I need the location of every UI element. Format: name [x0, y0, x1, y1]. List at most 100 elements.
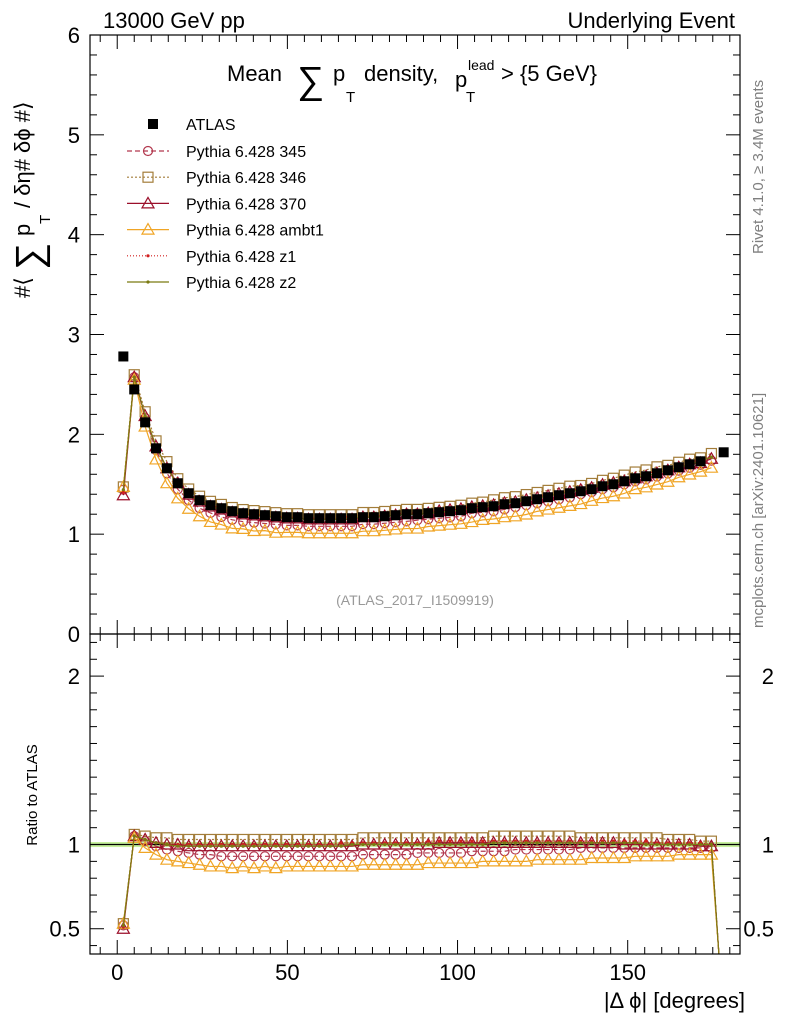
series-5-ratio-point	[568, 841, 572, 845]
series-3-main-point	[127, 372, 142, 385]
atlas-point	[205, 500, 216, 511]
series-5-ratio-point	[579, 841, 583, 845]
series-3-ratio-point	[214, 859, 229, 872]
legend-atlas-marker	[148, 119, 158, 129]
atlas-point	[718, 447, 729, 458]
y-tick-label: 5	[68, 123, 80, 148]
series-3-main-point	[268, 525, 283, 538]
title-sup-lead: lead	[468, 57, 494, 73]
series-3-ratio-point	[170, 854, 185, 867]
series-3-main-point	[388, 522, 403, 535]
series-2-ratio-point	[693, 839, 708, 852]
series-3-ratio-point	[443, 855, 458, 869]
series-1-ratio-point	[335, 833, 347, 846]
series-3-main-point	[148, 452, 164, 465]
x-tick-label: 100	[439, 960, 476, 985]
series-3-ratio-point	[486, 854, 501, 867]
atlas-point	[183, 488, 194, 499]
atlas-point	[477, 502, 488, 513]
series-2-ratio-point	[181, 839, 196, 852]
series-5-ratio-point	[219, 844, 223, 848]
atlas-point	[161, 463, 172, 474]
series-3-ratio-point	[192, 857, 207, 870]
series-5-ratio-point	[121, 923, 125, 927]
chart-title: Mean ∑ p T density, p lead T > {5 GeV}	[227, 57, 597, 106]
series-3-ratio-point	[236, 859, 251, 872]
series-2-ratio-point	[203, 839, 218, 852]
series-2-main-point	[116, 488, 131, 501]
series-3-main-point	[649, 477, 664, 490]
series-3-main-line	[122, 379, 712, 534]
series-5-ratio-point	[437, 842, 441, 847]
x-axis-label: |Δ ϕ| [degrees]	[604, 988, 745, 1013]
atlas-point	[510, 498, 521, 509]
series-3-main-point	[628, 481, 643, 495]
series-3-main-point	[497, 509, 512, 523]
series-3-main-point	[682, 467, 697, 480]
series-5-main-point	[709, 455, 714, 459]
series-3-ratio-point	[421, 855, 436, 869]
ylabel-hash: #⟨	[10, 277, 35, 298]
series-2-ratio-point	[573, 835, 588, 848]
ratio-y-tick-label-right: 1	[762, 833, 774, 858]
legend-label-2: Pythia 6.428 370	[186, 196, 306, 213]
series-3-main-point	[355, 524, 370, 537]
legend-marker-0	[142, 145, 154, 157]
series-5-ratio-point	[404, 842, 409, 847]
series-3-main-point	[214, 517, 229, 530]
atlas-point	[227, 506, 238, 517]
series-5-ratio-point	[372, 842, 376, 847]
y-tick-label: 4	[68, 223, 80, 248]
series-3-ratio-point	[671, 847, 686, 860]
series-3-ratio-point	[551, 852, 566, 865]
series-2-ratio-point	[236, 839, 251, 852]
analysis-watermark: (ATLAS_2017_I1509919)	[336, 592, 494, 608]
series-5-ratio-point	[459, 842, 463, 847]
series-3-main-point	[617, 486, 632, 499]
series-2-ratio-point	[551, 835, 566, 848]
series-5-ratio-point	[655, 842, 659, 847]
series-5-ratio-point	[317, 844, 321, 848]
atlas-point	[390, 510, 401, 521]
series-3-ratio-point	[573, 852, 588, 865]
ylabel-sum: ∑	[9, 243, 51, 270]
series-3-main-point	[595, 490, 610, 504]
series-5-ratio-point	[361, 842, 365, 847]
series-3-main-point	[421, 519, 436, 532]
series-0-ratio-point	[521, 844, 532, 855]
series-0-ratio-point	[510, 844, 521, 855]
series-3-ratio-point	[453, 855, 468, 869]
rivet-label: Rivet 4.1.0, ≥ 3.4M events	[750, 80, 767, 254]
legend: ATLAS Pythia 6.428 345 Pythia 6.428 346 Pyt…	[127, 117, 324, 292]
x-tick-label: 150	[609, 960, 646, 985]
series-4-ratio-point	[459, 839, 463, 843]
series-5-ratio-point	[187, 844, 191, 848]
title-density: density,	[364, 61, 438, 86]
series-3-main-point	[192, 509, 207, 522]
atlas-point	[281, 512, 292, 523]
series-3-main-point	[290, 525, 305, 538]
series-2-ratio-point	[562, 835, 577, 848]
series-5-ratio-point	[295, 844, 300, 848]
series-3-main-point	[573, 496, 588, 510]
series-2-ratio-point	[355, 837, 370, 850]
ratio-frame	[89, 633, 741, 955]
series-2-ratio-point	[377, 837, 392, 850]
series-5-ratio-point	[600, 841, 605, 845]
series-5-ratio-point	[230, 844, 234, 848]
series-5-ratio-point	[176, 844, 180, 848]
series-4-ratio-point	[470, 839, 474, 843]
y-axis-label: #⟨ ∑ p T / δη# δϕ #⟩	[9, 101, 54, 298]
series-5-ratio-point	[611, 841, 616, 845]
series-2-ratio-point	[388, 837, 403, 850]
atlas-point	[641, 471, 652, 482]
series-5-ratio-point	[470, 842, 474, 847]
series-5-ratio-point	[535, 841, 539, 845]
series-5-ratio-point	[350, 842, 354, 847]
series-5-ratio-point	[208, 844, 213, 848]
series-4-ratio-point	[437, 839, 441, 843]
series-3-main-point	[279, 525, 294, 538]
series-3-main-point	[443, 517, 458, 530]
series-3-main-point	[170, 491, 185, 504]
x-tick-label: 0	[111, 960, 123, 985]
